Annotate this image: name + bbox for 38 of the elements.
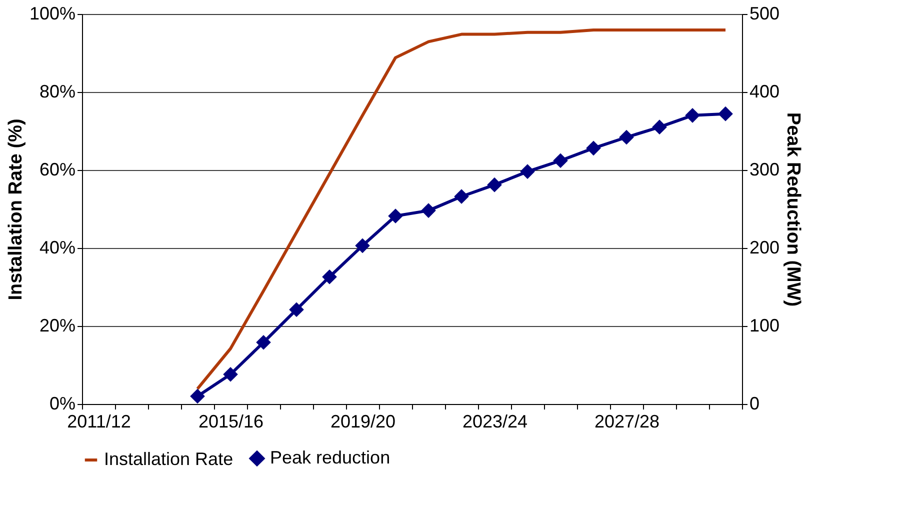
point [289, 302, 304, 318]
y-tick-label: 20% [39, 316, 76, 336]
y-tick-label: 40% [39, 238, 76, 258]
point [487, 177, 502, 192]
point [256, 334, 271, 350]
y2-tick-label: 200 [750, 238, 780, 258]
point [388, 208, 403, 224]
point [520, 164, 535, 179]
point [586, 140, 601, 156]
point [619, 130, 634, 145]
point [223, 366, 238, 382]
point [553, 153, 568, 168]
point [685, 108, 700, 123]
x-tick-label: 2019/20 [330, 412, 396, 432]
point [652, 120, 667, 135]
y-tick-label: 0% [49, 394, 76, 414]
y-tick-label: 60% [39, 160, 76, 180]
point [322, 269, 337, 284]
x-tick-label: 2023/24 [462, 412, 528, 432]
x-tick-label: 2015/16 [198, 412, 264, 432]
y2-tick-label: 300 [750, 160, 780, 180]
y2-tick-label: 400 [750, 82, 780, 102]
legend-label: Peak reduction [270, 447, 390, 468]
y2-tick-label: 500 [750, 4, 780, 24]
point [355, 238, 370, 254]
x-tick-label: 2011/12 [67, 412, 131, 432]
y2-tick-label: 0 [750, 394, 760, 414]
y-tick-label: 100% [29, 4, 76, 24]
point [718, 106, 733, 122]
point [454, 189, 469, 204]
y2-tick-label: 100 [750, 316, 780, 336]
y-axis-title: Installation Rate (%) [5, 118, 26, 300]
point [421, 203, 436, 218]
legend-label: Installation Rate [104, 449, 234, 469]
y2-axis-title: Peak Reduction (MW) [782, 112, 804, 307]
point [190, 388, 205, 404]
x-tick-label: 2027/28 [594, 412, 660, 432]
y-tick-label: 80% [39, 82, 76, 102]
